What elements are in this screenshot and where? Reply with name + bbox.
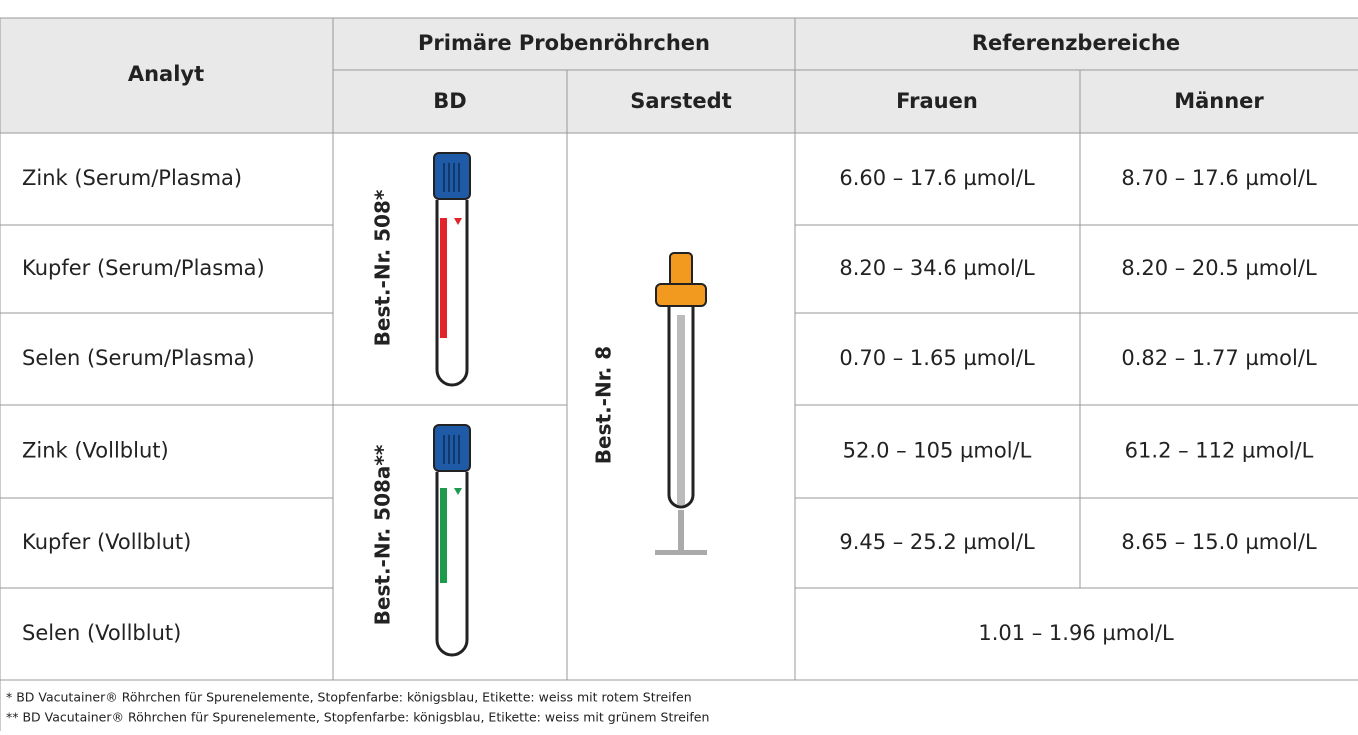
header-reference: Referenzbereiche — [972, 31, 1180, 55]
range-all: 1.01 – 1.96 µmol/L — [978, 621, 1174, 645]
bd-tube-red — [434, 153, 470, 385]
footnote: * BD Vacutainer® Röhrchen für Spurenelem… — [6, 690, 692, 705]
range-men: 8.20 – 20.5 µmol/L — [1121, 256, 1317, 280]
bd-tube-green — [434, 425, 470, 655]
analyte: Zink (Serum/Plasma) — [22, 166, 242, 190]
header-analyte: Analyt — [128, 62, 204, 86]
sarstedt-tube — [655, 253, 707, 555]
header-men: Männer — [1174, 89, 1264, 113]
analyte: Kupfer (Vollblut) — [22, 530, 191, 554]
header-women: Frauen — [896, 89, 978, 113]
footnote: ** BD Vacutainer® Röhrchen für Spurenele… — [6, 710, 709, 725]
tube-label: Best.-Nr. 8 — [592, 346, 616, 464]
range-women: 0.70 – 1.65 µmol/L — [839, 346, 1035, 370]
range-men: 61.2 – 112 µmol/L — [1125, 439, 1314, 463]
tube-label: Best.-Nr. 508* — [371, 189, 395, 346]
range-men: 8.65 – 15.0 µmol/L — [1121, 530, 1317, 554]
range-women: 8.20 – 34.6 µmol/L — [839, 256, 1035, 280]
analyte: Zink (Vollblut) — [22, 439, 169, 463]
range-women: 9.45 – 25.2 µmol/L — [839, 530, 1035, 554]
analyte: Selen (Vollblut) — [22, 621, 181, 645]
analyte: Selen (Serum/Plasma) — [22, 346, 255, 370]
analyte: Kupfer (Serum/Plasma) — [22, 256, 265, 280]
header-sarstedt: Sarstedt — [630, 89, 732, 113]
reference-table: Analyt Primäre Probenröhrchen Referenzbe… — [0, 0, 1358, 731]
range-men: 0.82 – 1.77 µmol/L — [1121, 346, 1317, 370]
tube-label: Best.-Nr. 508a** — [371, 444, 395, 625]
range-women: 52.0 – 105 µmol/L — [843, 439, 1032, 463]
range-women: 6.60 – 17.6 µmol/L — [839, 166, 1035, 190]
header-primary: Primäre Probenröhrchen — [418, 31, 710, 55]
range-men: 8.70 – 17.6 µmol/L — [1121, 166, 1317, 190]
header-bd: BD — [433, 89, 466, 113]
